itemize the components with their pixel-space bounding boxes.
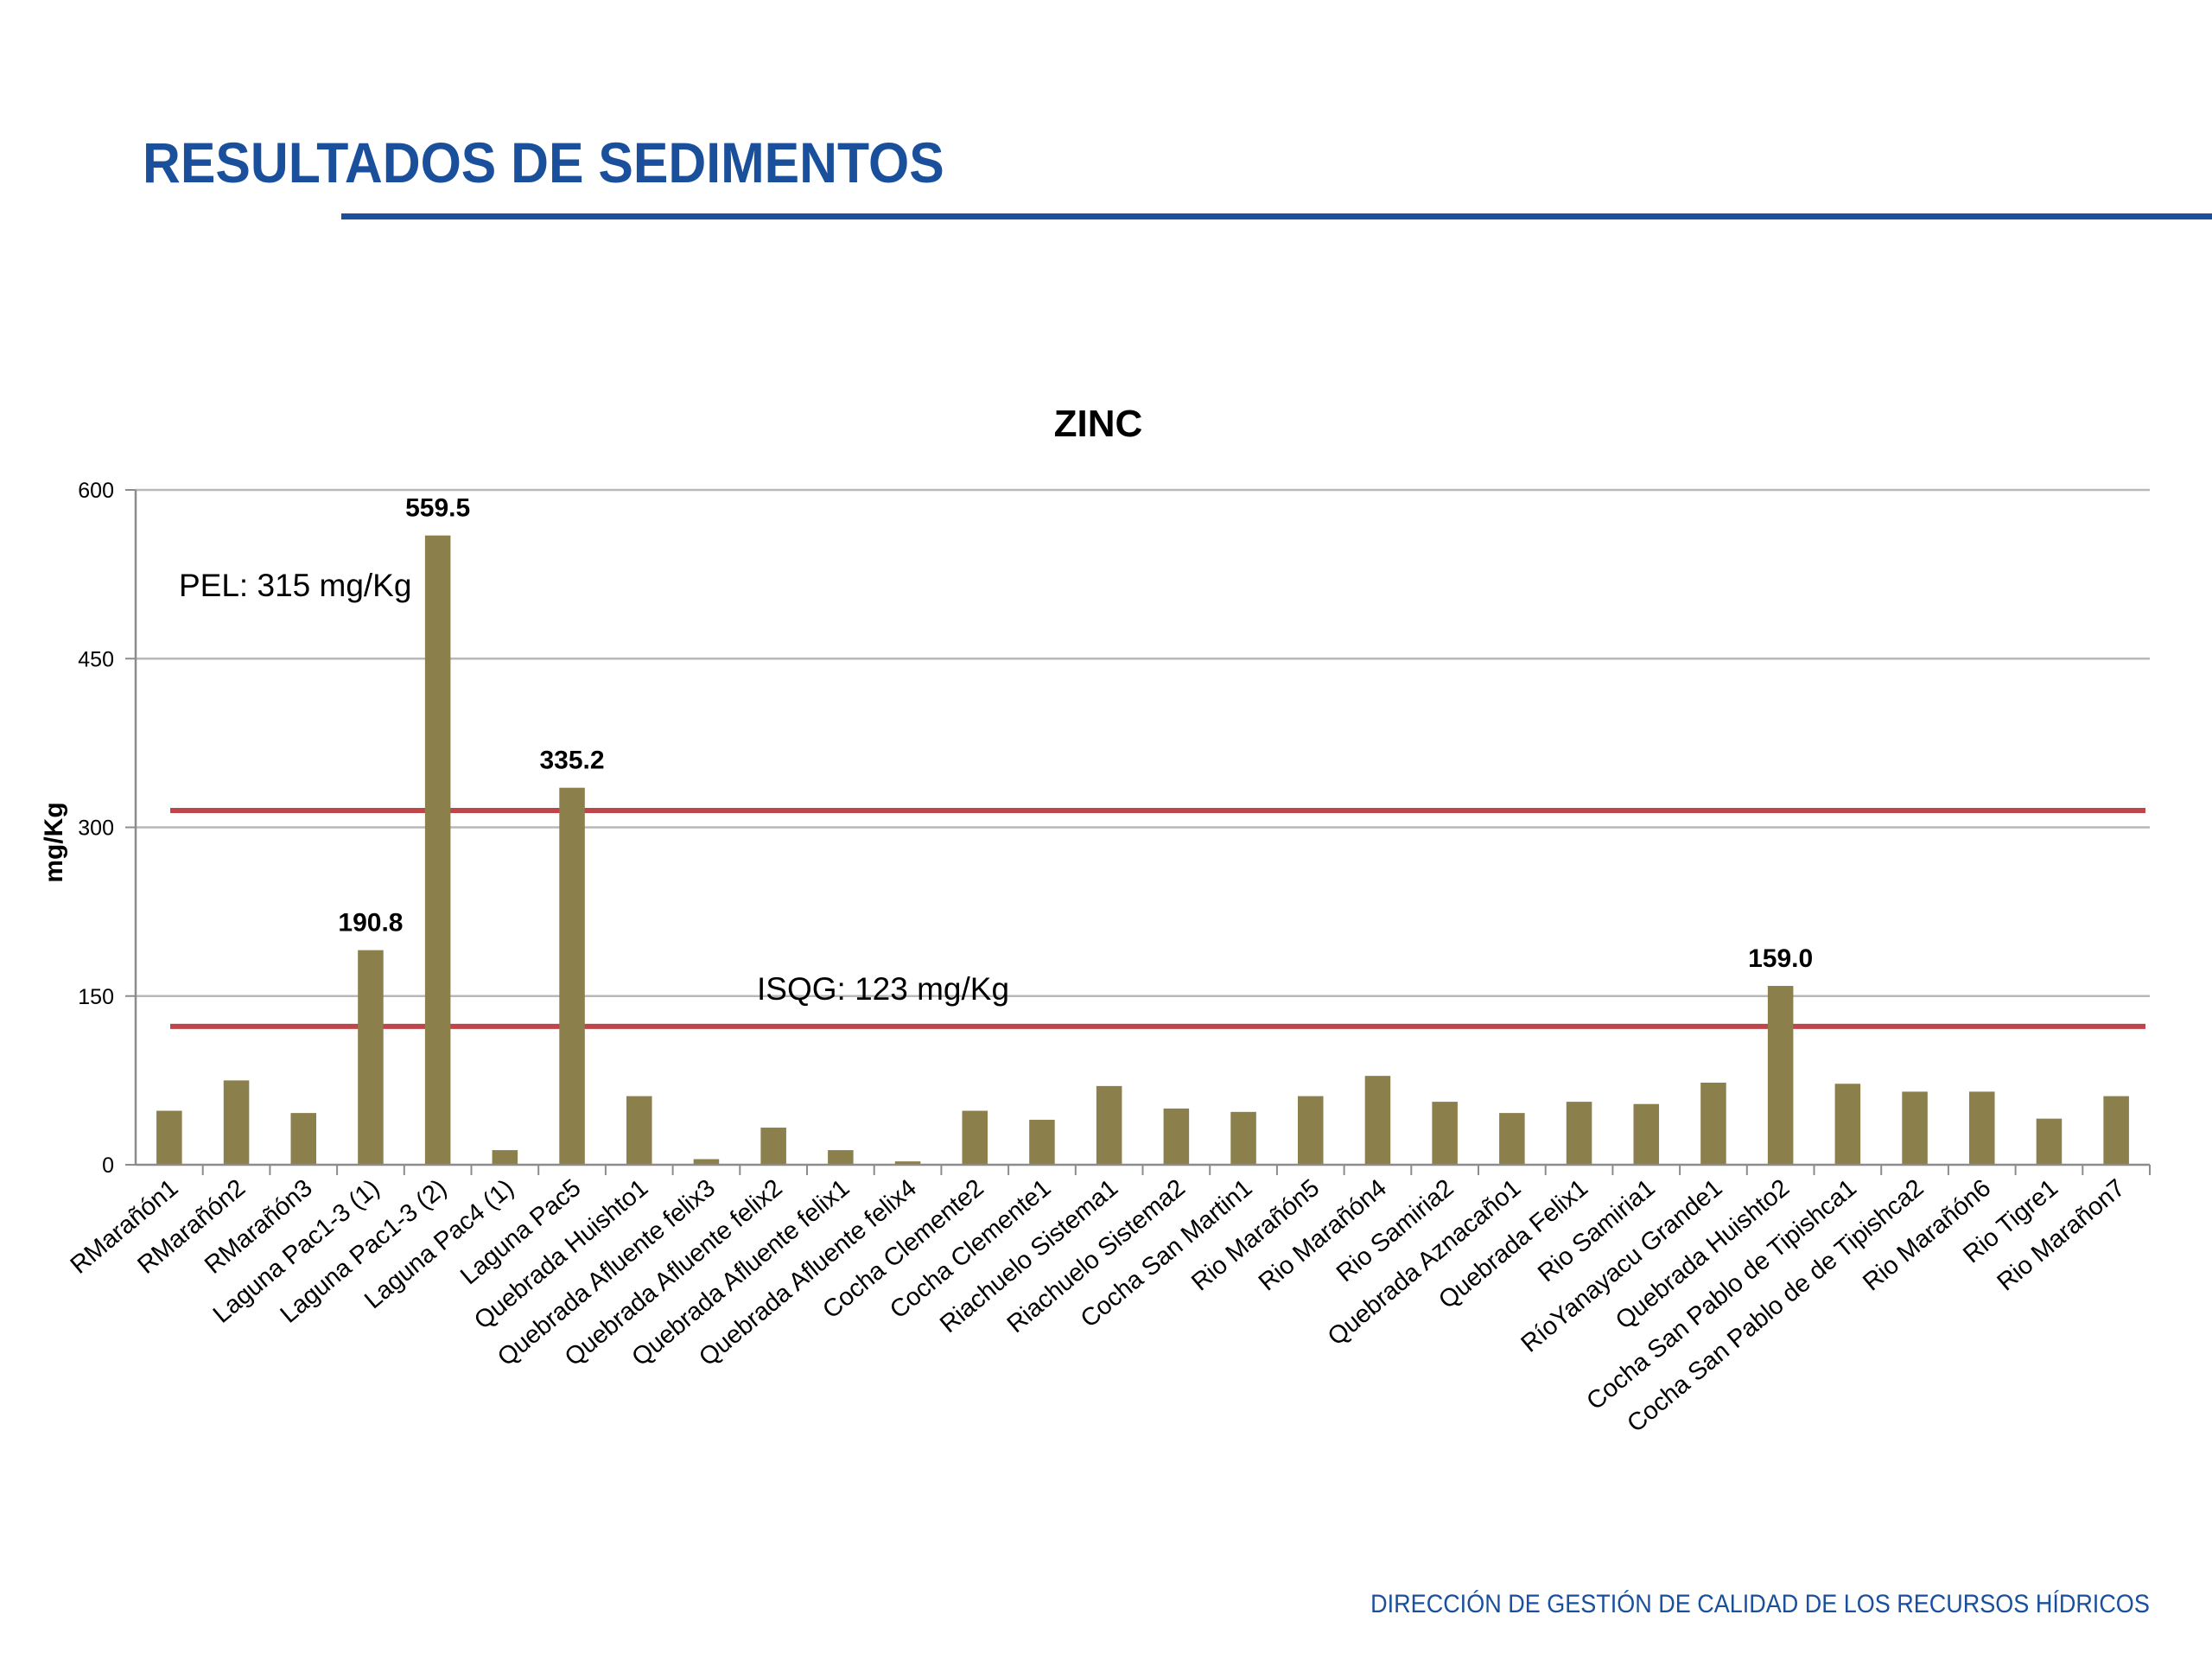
bar bbox=[1297, 1096, 1324, 1165]
bar bbox=[1968, 1091, 1995, 1165]
bar bbox=[1230, 1111, 1256, 1165]
bar bbox=[492, 1150, 518, 1165]
data-label: 190.8 bbox=[338, 909, 403, 938]
title-rule bbox=[341, 213, 2212, 219]
y-axis-label: mg/Kg bbox=[40, 802, 68, 882]
y-tick-label: 0 bbox=[102, 1154, 114, 1178]
data-label: 159.0 bbox=[1748, 944, 1813, 973]
y-tick-label: 150 bbox=[78, 985, 114, 1009]
bar bbox=[1096, 1085, 1122, 1165]
isqg-label: ISQG: 123 mg/Kg bbox=[757, 971, 1009, 1007]
slide-title: RESULTADOS DE SEDIMENTOS bbox=[143, 130, 944, 194]
bar bbox=[828, 1150, 854, 1165]
bar bbox=[358, 950, 384, 1165]
bar bbox=[559, 787, 585, 1165]
bar bbox=[894, 1161, 921, 1165]
bar bbox=[1163, 1108, 1190, 1165]
bar bbox=[626, 1096, 652, 1165]
footer-organization: DIRECCIÓN DE GESTIÓN DE CALIDAD DE LOS R… bbox=[1370, 1590, 2150, 1618]
bar bbox=[1029, 1119, 1055, 1165]
bar bbox=[290, 1113, 317, 1165]
bar bbox=[1566, 1102, 1592, 1165]
data-label: 559.5 bbox=[405, 494, 470, 523]
y-tick-label: 300 bbox=[78, 817, 114, 841]
bar bbox=[1633, 1103, 1660, 1165]
data-label: 335.2 bbox=[540, 747, 605, 775]
bar bbox=[1499, 1113, 1525, 1165]
bar bbox=[156, 1110, 182, 1165]
pel-label: PEL: 315 mg/Kg bbox=[179, 568, 411, 603]
bar bbox=[693, 1159, 720, 1165]
bar bbox=[1902, 1091, 1928, 1165]
bar bbox=[1834, 1084, 1861, 1165]
bar bbox=[424, 535, 451, 1165]
bar bbox=[2036, 1118, 2063, 1165]
chart-title: ZINC bbox=[1054, 403, 1143, 445]
bar bbox=[1767, 986, 1794, 1165]
bar bbox=[1700, 1082, 1726, 1165]
bar bbox=[962, 1110, 988, 1165]
y-tick-label: 600 bbox=[78, 479, 114, 503]
bar bbox=[2103, 1096, 2129, 1165]
bar bbox=[223, 1080, 250, 1165]
bar bbox=[760, 1128, 786, 1165]
bar bbox=[1364, 1076, 1391, 1165]
y-tick-label: 450 bbox=[78, 647, 114, 671]
bar bbox=[1432, 1102, 1458, 1165]
